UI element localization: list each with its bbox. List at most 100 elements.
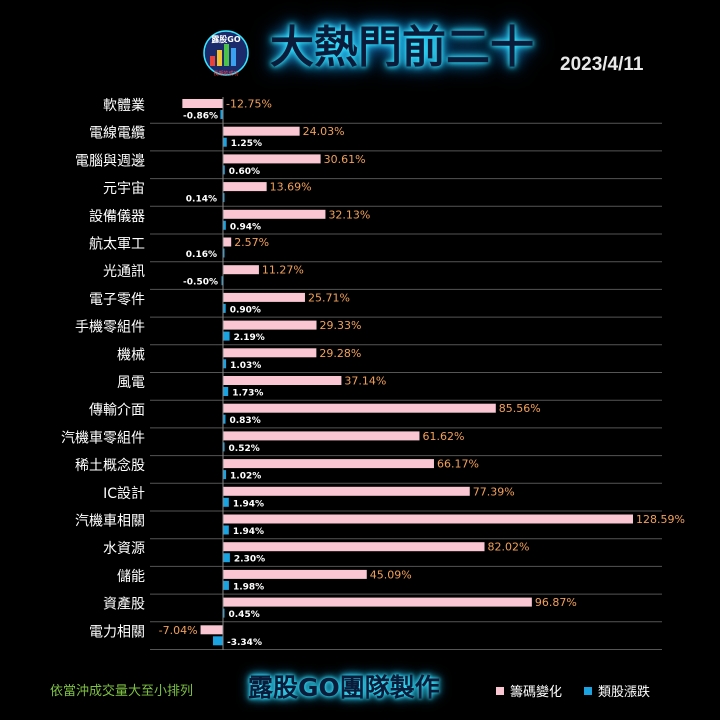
- chip-change-bar: [223, 320, 317, 330]
- category-label: 機械: [117, 347, 145, 363]
- sector-change-bar: [223, 580, 229, 590]
- chip-change-bar: [182, 99, 223, 108]
- sector-change-bar: [220, 110, 223, 119]
- category-label: 航太軍工: [89, 237, 145, 253]
- svg-text:露股GO: 露股GO: [211, 34, 241, 44]
- sector-change-bar: [223, 193, 225, 203]
- category-label: 稀土概念股: [75, 457, 145, 474]
- brand-logo: 露股GO 長期的成功: [203, 30, 249, 77]
- chip-change-bar: [223, 265, 259, 275]
- legend-swatch-sector: [584, 686, 592, 695]
- chip-change-value-label: 77.39%: [473, 485, 515, 498]
- sector-change-bar: [223, 414, 226, 424]
- chip-change-bar: [223, 542, 485, 552]
- chip-change-value-label: -12.75%: [226, 98, 272, 111]
- chip-change-value-label: -7.04%: [159, 624, 198, 637]
- sector-change-bar: [223, 442, 225, 452]
- sector-change-value-label: -0.50%: [183, 278, 218, 288]
- category-label: IC設計: [103, 486, 145, 502]
- chip-change-bar: [223, 459, 434, 469]
- sector-change-value-label: -3.34%: [227, 638, 262, 648]
- category-label: 電力相關: [89, 624, 145, 640]
- bar-chart: 軟體業 -12.75% -0.86% 電線電纜 24.03% 1.25% 電腦與週邊 30.6…: [61, 97, 685, 650]
- chip-change-bar: [200, 625, 223, 635]
- legend-item-chip-change: 籌碼變化: [496, 681, 562, 700]
- sector-change-bar: [223, 220, 226, 230]
- chip-change-value-label: 66.17%: [437, 458, 479, 471]
- sector-change-value-label: 1.03%: [230, 361, 261, 371]
- sector-change-value-label: 1.25%: [231, 139, 262, 149]
- chip-change-value-label: 13.69%: [270, 181, 312, 194]
- chip-change-bar: [223, 597, 532, 607]
- sector-change-bar: [223, 165, 225, 175]
- chip-change-bar: [223, 237, 232, 247]
- team-credit: 露股GO團隊製作: [248, 673, 440, 702]
- sector-change-value-label: 1.02%: [230, 472, 261, 482]
- sector-change-bar: [223, 470, 227, 480]
- chip-change-value-label: 85.56%: [499, 402, 541, 415]
- category-label: 傳輸介面: [89, 403, 145, 419]
- chip-change-bar: [223, 431, 420, 441]
- chip-change-value-label: 32.13%: [328, 208, 370, 221]
- chip-change-value-label: 11.27%: [262, 264, 304, 277]
- chip-change-bar: [223, 403, 496, 413]
- sector-change-bar: [223, 387, 229, 396]
- chip-change-bar: [223, 154, 321, 164]
- chip-change-bar: [223, 569, 367, 579]
- sector-change-value-label: 0.52%: [229, 444, 260, 454]
- sector-change-value-label: 0.45%: [229, 610, 260, 620]
- sector-change-bar: [223, 331, 230, 341]
- report-date: 2023/4/11: [560, 54, 644, 75]
- sector-change-value-label: 2.30%: [234, 555, 265, 565]
- legend-swatch-chip: [496, 686, 504, 695]
- category-label: 水資源: [103, 541, 145, 557]
- category-label: 電腦與週邊: [75, 153, 145, 169]
- sector-change-value-label: 2.19%: [234, 333, 265, 343]
- sector-change-value-label: -0.86%: [183, 112, 218, 122]
- sector-change-value-label: 1.94%: [233, 527, 264, 537]
- sector-change-bar: [223, 303, 226, 313]
- sector-change-bar: [223, 608, 225, 618]
- chip-change-value-label: 96.87%: [535, 596, 577, 609]
- category-label: 手機零組件: [75, 320, 145, 336]
- category-label: 儲能: [117, 569, 145, 585]
- sector-change-value-label: 0.60%: [229, 167, 260, 177]
- chip-change-value-label: 24.03%: [303, 125, 345, 138]
- chip-change-bar: [223, 209, 326, 219]
- legend-label-chip: 籌碼變化: [510, 685, 563, 700]
- sector-change-value-label: 0.16%: [186, 250, 217, 260]
- chip-change-value-label: 128.59%: [636, 513, 685, 526]
- chip-change-bar: [223, 514, 633, 524]
- chip-change-bar: [223, 292, 305, 302]
- sector-change-value-label: 0.94%: [230, 222, 261, 232]
- chip-change-value-label: 30.61%: [324, 153, 366, 166]
- sector-change-value-label: 1.94%: [233, 499, 264, 509]
- sector-change-bar: [221, 276, 223, 286]
- category-label: 汽機車零組件: [61, 429, 145, 446]
- chip-change-value-label: 37.14%: [344, 375, 386, 388]
- sector-change-bar: [223, 359, 227, 369]
- svg-text:長期的成功: 長期的成功: [213, 70, 238, 77]
- category-label: 汽機車相關: [75, 513, 145, 530]
- sector-change-bar: [223, 525, 229, 535]
- chip-change-bar: [223, 376, 342, 385]
- legend-item-sector-change: 類股漲跌: [584, 681, 650, 700]
- category-label: 電線電纜: [89, 125, 145, 142]
- sector-change-bar: [223, 553, 230, 563]
- sector-change-value-label: 1.98%: [233, 582, 264, 592]
- category-label: 軟體業: [103, 98, 145, 114]
- chip-change-value-label: 82.02%: [488, 541, 530, 554]
- category-label: 光通訊: [103, 264, 145, 280]
- chip-change-value-label: 29.28%: [319, 347, 361, 360]
- legend-label-sector: 類股漲跌: [598, 685, 651, 700]
- category-label: 風電: [117, 375, 145, 391]
- chip-change-value-label: 2.57%: [234, 236, 269, 249]
- chip-change-bar: [223, 348, 317, 358]
- page-title: 大熱門前二十: [270, 22, 534, 73]
- sort-note: 依當沖成交量大至小排列: [50, 684, 194, 699]
- chip-change-bar: [223, 126, 300, 136]
- chip-change-value-label: 45.09%: [370, 568, 412, 581]
- category-label: 設備儀器: [89, 209, 145, 225]
- sector-change-bar: [212, 636, 223, 646]
- sector-change-bar: [223, 137, 227, 147]
